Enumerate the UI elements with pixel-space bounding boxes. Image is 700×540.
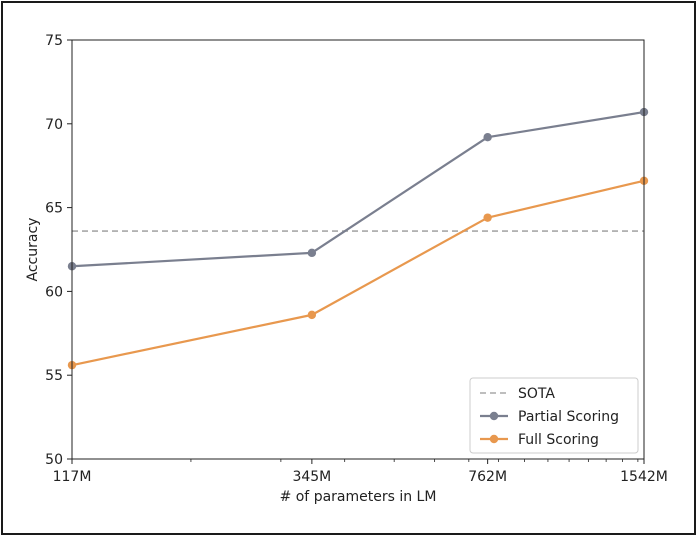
y-tick-label: 60 [45,284,63,300]
legend-entries: SOTA Partial Scoring Full Scoring [480,386,619,448]
y-tick-label: 55 [45,368,63,384]
legend-label: SOTA [518,386,555,402]
series-line-full-scoring [71,179,645,367]
series-line-partial-scoring [71,110,645,268]
x-tick-label: 1542M [620,469,668,485]
legend-marker [489,434,499,444]
data-point-full-scoring [483,213,492,222]
series-layer [67,107,649,370]
x-axis-label: # of parameters in LM [280,489,437,505]
x-tick-label: 762M [468,469,507,485]
data-point-partial-scoring [483,133,492,142]
legend: SOTA Partial Scoring Full Scoring [469,377,639,454]
legend-label: Full Scoring [518,432,599,448]
data-point-full-scoring [307,310,317,320]
legend-box [469,377,639,454]
legend-item-partial-scoring: Partial Scoring [480,409,619,425]
x-tick-label: 117M [53,469,92,485]
legend-item-full-scoring: Full Scoring [480,432,599,448]
legend-label: Partial Scoring [518,409,619,425]
y-tick-label: 75 [45,33,63,49]
y-tick-label: 65 [45,201,63,217]
y-axis-label: Accuracy [25,218,41,282]
legend-item-sota: SOTA [480,386,555,402]
data-point-partial-scoring [307,248,317,258]
y-axis-ticks: 50 55 60 65 70 75 [45,33,72,468]
y-tick-label: 50 [45,452,63,468]
legend-marker [489,411,499,421]
y-tick-label: 70 [45,117,63,133]
x-axis-ticks: 117M 345M 762M 1542M [53,459,668,485]
series-partial-scoring [67,107,649,271]
series-full-scoring [67,176,649,370]
x-tick-label: 345M [292,469,331,485]
plot-area-border [71,39,645,460]
